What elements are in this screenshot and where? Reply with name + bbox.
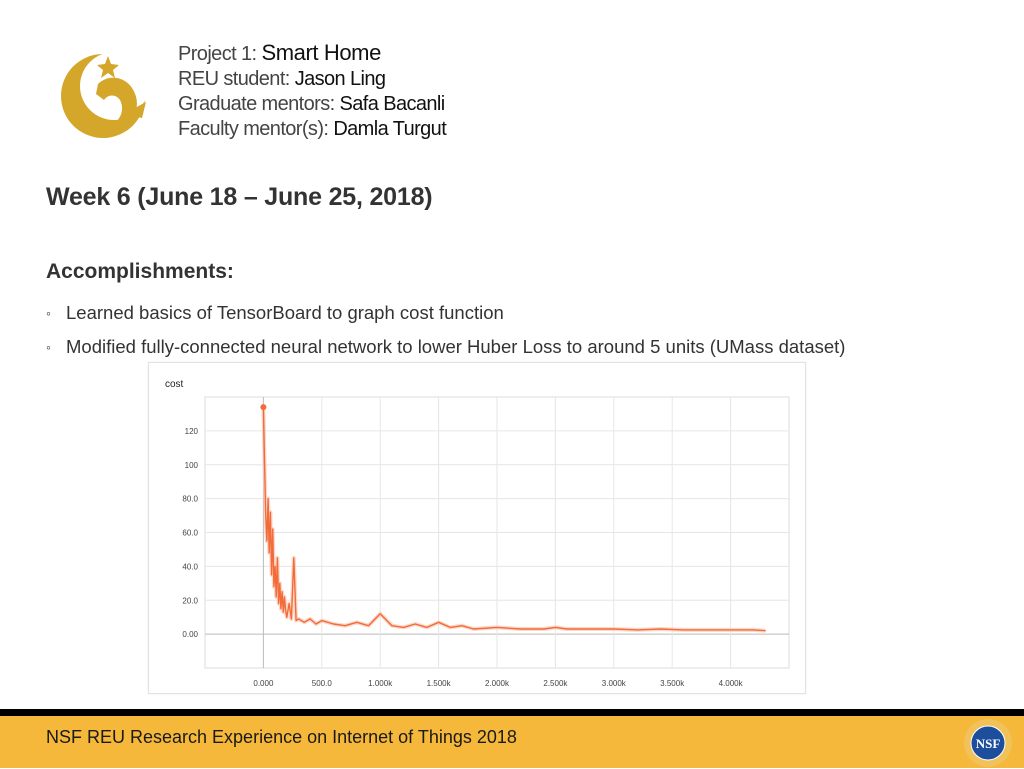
series-start-point bbox=[260, 404, 267, 411]
ucf-pegasus-logo bbox=[61, 52, 148, 138]
chart-title: cost bbox=[165, 379, 184, 390]
y-tick-label: 0.00 bbox=[182, 630, 198, 639]
y-tick-label: 60.0 bbox=[182, 529, 198, 538]
faculty-prefix: Faculty mentor(s): bbox=[178, 118, 334, 140]
bullet-icon: ◦ bbox=[46, 305, 51, 321]
student-line: REU student: Jason Ling bbox=[178, 67, 446, 92]
x-tick-label: 1.500k bbox=[427, 679, 452, 688]
accomplishments-list: ◦ Learned basics of TensorBoard to graph … bbox=[46, 296, 845, 364]
x-tick-label: 4.000k bbox=[719, 679, 744, 688]
project-prefix: Project 1: bbox=[178, 43, 262, 65]
y-tick-label: 80.0 bbox=[182, 495, 198, 504]
project-line: Project 1: Smart Home bbox=[178, 40, 446, 67]
student-name: Jason Ling bbox=[294, 68, 386, 90]
grad-mentor-line: Graduate mentors: Safa Bacanli bbox=[178, 92, 446, 117]
x-tick-label: 3.500k bbox=[660, 679, 685, 688]
y-tick-label: 40.0 bbox=[182, 562, 198, 571]
y-tick-label: 20.0 bbox=[182, 596, 198, 605]
grad-name: Safa Bacanli bbox=[339, 93, 446, 115]
list-item: ◦ Modified fully-connected neural network… bbox=[46, 330, 845, 364]
faculty-mentor-line: Faculty mentor(s): Damla Turgut bbox=[178, 117, 447, 142]
list-item-text: Modified fully-connected neural network … bbox=[66, 336, 846, 357]
series-band bbox=[261, 407, 766, 633]
nsf-logo: NSF bbox=[964, 719, 1012, 767]
faculty-name: Damla Turgut bbox=[333, 118, 447, 140]
cost-chart: cost 0.00 20.0 40.0 60.0 80.0 100 120 0.000 500.… bbox=[148, 362, 806, 694]
list-item-text: Learned basics of TensorBoard to graph c… bbox=[66, 302, 504, 323]
student-prefix: REU student: bbox=[178, 68, 295, 90]
x-tick-label: 2.500k bbox=[543, 679, 568, 688]
accomplishments-heading: Accomplishments: bbox=[46, 260, 234, 283]
cost-chart-svg: cost 0.00 20.0 40.0 60.0 80.0 100 120 0.000 500.… bbox=[165, 379, 790, 688]
week-title: Week 6 (June 18 – June 25, 2018) bbox=[46, 183, 433, 211]
footer-divider bbox=[0, 709, 1024, 716]
grad-prefix: Graduate mentors: bbox=[178, 93, 340, 115]
x-tick-label: 0.000 bbox=[253, 679, 274, 688]
series-line bbox=[262, 407, 766, 632]
x-tick-label: 500.0 bbox=[312, 679, 333, 688]
list-item: ◦ Learned basics of TensorBoard to graph … bbox=[46, 296, 845, 330]
footer: NSF REU Research Experience on Internet … bbox=[0, 716, 1024, 768]
nsf-logo-text: NSF bbox=[976, 736, 1001, 751]
x-tick-label: 2.000k bbox=[485, 679, 510, 688]
y-tick-label: 120 bbox=[185, 427, 199, 436]
project-header: Project 1: Smart Home REU student: Jason… bbox=[178, 40, 447, 142]
footer-text: NSF REU Research Experience on Internet … bbox=[46, 727, 517, 747]
bullet-icon: ◦ bbox=[46, 339, 51, 355]
x-tick-label: 1.000k bbox=[368, 679, 393, 688]
project-name: Smart Home bbox=[261, 40, 381, 65]
y-tick-label: 100 bbox=[185, 461, 199, 470]
x-tick-label: 3.000k bbox=[602, 679, 627, 688]
